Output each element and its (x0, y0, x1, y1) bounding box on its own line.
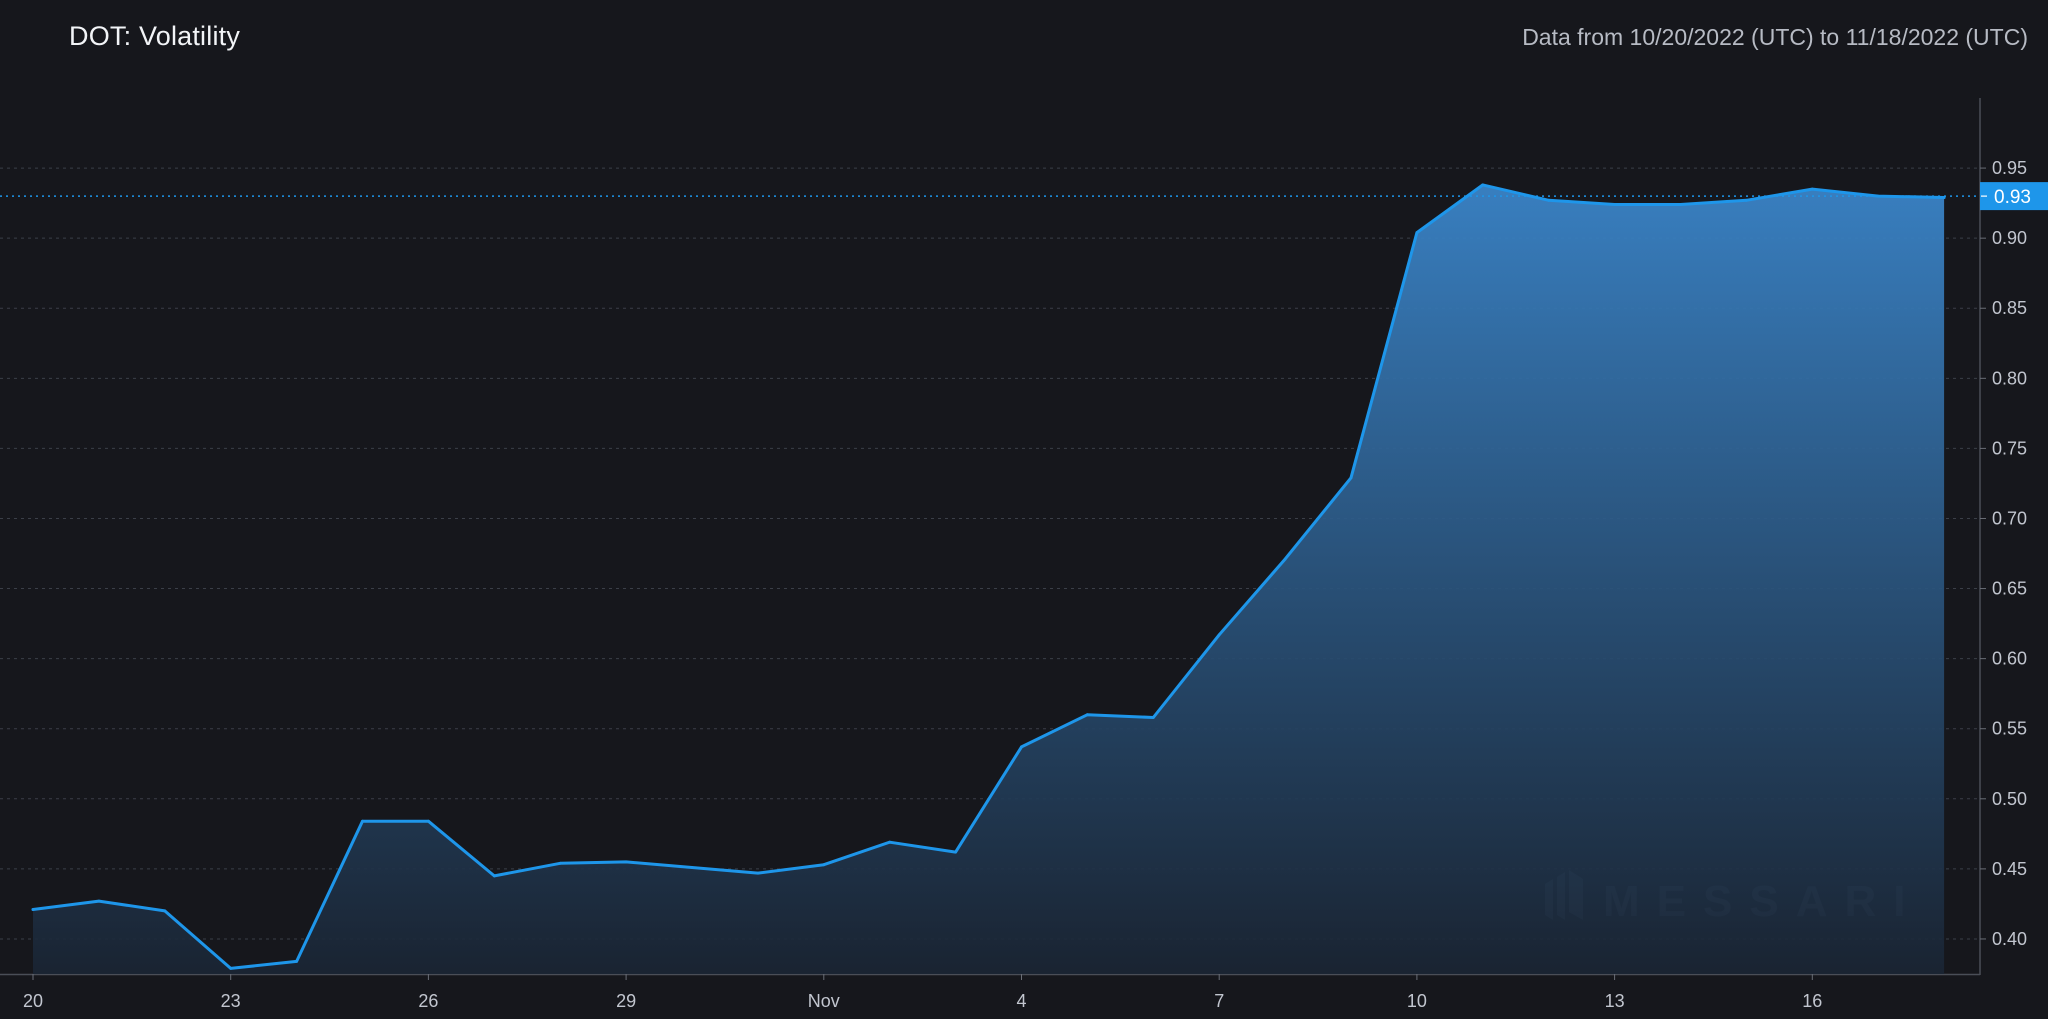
y-axis: 0.40 0.45 0.50 0.55 0.60 0.65 0.70 0.75 0.80 0.85… (1980, 158, 2027, 949)
x-tick-label: 23 (221, 991, 241, 1011)
y-tick-label: 0.65 (1992, 579, 2027, 599)
y-tick-label: 0.50 (1992, 789, 2027, 809)
data-point[interactable] (690, 866, 694, 869)
last-value-label: 0.93 (1994, 187, 2031, 208)
y-tick-label: 0.70 (1992, 508, 2027, 528)
data-point[interactable] (1020, 745, 1023, 749)
data-point[interactable] (1086, 713, 1089, 717)
data-point[interactable] (954, 850, 957, 854)
y-tick-label: 0.95 (1992, 158, 2027, 178)
data-point[interactable] (295, 960, 298, 963)
data-point[interactable] (1547, 198, 1551, 202)
y-tick-label: 0.75 (1992, 438, 2027, 458)
data-point[interactable] (1283, 557, 1287, 561)
data-point[interactable] (1151, 716, 1155, 719)
volatility-series[interactable] (31, 183, 1946, 975)
x-tick-label: 26 (418, 991, 438, 1011)
series-area-fill (33, 184, 1945, 974)
data-point[interactable] (31, 908, 35, 911)
y-tick-label: 0.55 (1992, 719, 2027, 739)
data-point[interactable] (1679, 203, 1682, 206)
data-point[interactable] (558, 861, 562, 865)
data-point[interactable] (1481, 183, 1485, 187)
chart-title: DOT: Volatility (69, 21, 241, 51)
chart-date-range: Data from 10/20/2022 (UTC) to 11/18/2022… (1522, 24, 2028, 50)
data-point[interactable] (888, 840, 892, 844)
y-tick-label: 0.90 (1992, 228, 2027, 248)
y-tick-label: 0.60 (1992, 649, 2027, 669)
y-tick-label: 0.45 (1992, 859, 2027, 879)
data-point[interactable] (361, 819, 364, 823)
last-value-line: 0.93 (0, 182, 2048, 211)
x-tick-label: 7 (1214, 991, 1224, 1011)
x-tick-label: 13 (1605, 991, 1625, 1011)
data-point[interactable] (1217, 633, 1221, 637)
x-tick-label: Nov (808, 991, 840, 1011)
data-point[interactable] (624, 860, 628, 864)
x-tick-label: 29 (616, 991, 636, 1011)
data-point[interactable] (1415, 231, 1419, 235)
last-value-badge (1980, 182, 2048, 211)
data-point[interactable] (1810, 187, 1814, 191)
data-point[interactable] (1613, 203, 1616, 206)
data-point[interactable] (229, 967, 233, 970)
data-point[interactable] (1349, 476, 1353, 480)
x-axis: 20 23 26 29 Nov 4 7 10 13 16 (23, 974, 1822, 1011)
x-tick-label: 10 (1407, 991, 1427, 1011)
x-tick-label: 20 (23, 991, 43, 1011)
data-point[interactable] (427, 819, 430, 823)
data-point[interactable] (756, 871, 760, 875)
series-line[interactable] (31, 183, 1946, 970)
data-point[interactable] (97, 899, 101, 903)
x-tick-label: 16 (1802, 991, 1822, 1011)
data-point[interactable] (1745, 198, 1748, 202)
y-tick-label: 0.85 (1992, 298, 2027, 318)
y-tick-label: 0.40 (1992, 929, 2027, 949)
data-point[interactable] (163, 909, 167, 913)
y-tick-label: 0.80 (1992, 368, 2027, 388)
data-point[interactable] (822, 863, 826, 867)
x-tick-label: 4 (1016, 991, 1026, 1011)
data-point[interactable] (492, 874, 496, 878)
plot-frame (0, 98, 1981, 976)
